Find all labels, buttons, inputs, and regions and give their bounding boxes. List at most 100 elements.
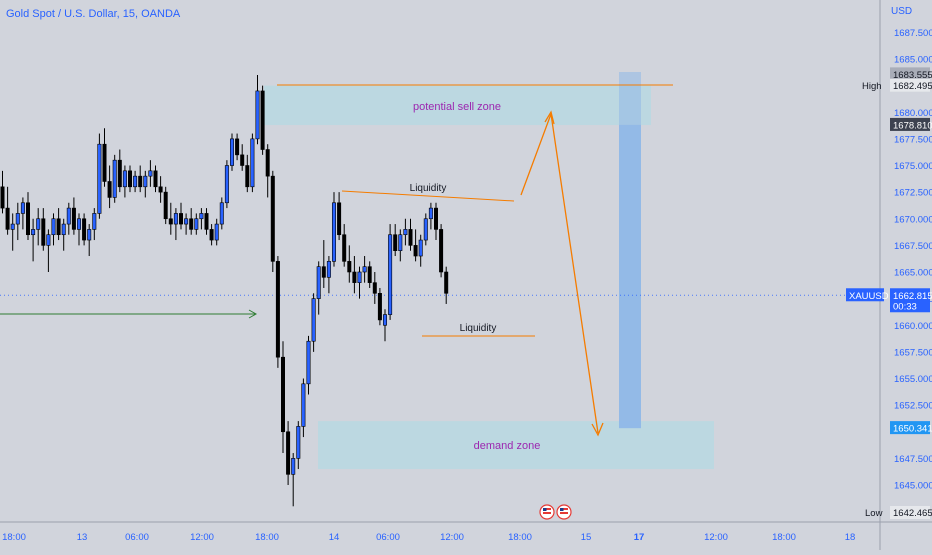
low-price-badge: 1642.465	[893, 508, 932, 519]
candle-body	[153, 170, 158, 188]
candle	[107, 165, 112, 209]
candle-body	[428, 207, 433, 220]
candle	[413, 229, 418, 262]
candle	[143, 170, 148, 198]
high-label: High	[862, 81, 882, 92]
candle-body	[301, 383, 306, 427]
candle	[5, 186, 10, 235]
x-tick-label: 14	[329, 532, 340, 543]
candle-body	[235, 138, 240, 156]
y-tick-label: 1645.000	[894, 481, 932, 492]
top-price-badge-bg	[890, 67, 930, 81]
y-tick-label: 1652.500	[894, 401, 932, 412]
candle	[117, 149, 122, 193]
candle-body	[357, 271, 362, 283]
event-flag-stripe	[560, 508, 568, 510]
candle-body	[270, 175, 275, 262]
candle	[316, 261, 321, 315]
candle-body	[179, 213, 184, 225]
candle	[128, 165, 133, 193]
candle-body	[403, 229, 408, 236]
x-tick-label: 18:00	[255, 532, 279, 543]
candle	[275, 256, 280, 368]
candle	[311, 293, 316, 352]
candle-body	[143, 175, 148, 188]
candle	[250, 133, 255, 193]
candle-body	[296, 426, 301, 459]
candle-body	[224, 165, 229, 204]
candle-body	[184, 218, 189, 225]
demand-zone-label: demand zone	[474, 440, 541, 452]
candle	[20, 197, 25, 230]
candle	[153, 165, 158, 193]
green-arrow-head	[248, 309, 258, 319]
demand-zone	[318, 421, 714, 470]
x-tick-label: 18:00	[508, 532, 532, 543]
candle-body	[138, 175, 143, 188]
candle-body	[66, 207, 71, 225]
candle-body	[275, 261, 280, 358]
candle-body	[367, 266, 372, 283]
candle	[240, 144, 245, 171]
liquidity-top-label: Liquidity	[410, 183, 447, 194]
event-flag-stripe	[543, 508, 551, 510]
candle	[382, 309, 387, 342]
candle-body	[25, 202, 30, 236]
candle-body	[148, 170, 153, 177]
candle	[189, 208, 194, 235]
y-tick-label: 1665.000	[894, 268, 932, 279]
candle-body	[372, 282, 377, 294]
candle	[337, 192, 342, 241]
candle	[423, 213, 428, 246]
candle	[260, 85, 265, 155]
candle-body	[265, 149, 270, 177]
candle-body	[0, 186, 5, 209]
x-tick-label: 18:00	[2, 532, 26, 543]
candle-body	[393, 234, 398, 252]
candle	[158, 176, 163, 203]
candle-body	[433, 207, 438, 230]
candle-body	[423, 218, 428, 241]
current-price-badge-bg	[890, 288, 930, 313]
high-price-badge-bg	[890, 78, 930, 92]
candle-body	[41, 218, 46, 246]
y-tick-label: 1672.500	[894, 188, 932, 199]
candle-body	[173, 213, 178, 225]
candle	[173, 208, 178, 241]
candle	[97, 133, 102, 219]
candle	[214, 218, 219, 246]
candle-body	[413, 245, 418, 257]
candle-body	[61, 223, 66, 236]
candle-body	[92, 213, 97, 230]
candle-body	[306, 340, 311, 385]
candle-body	[245, 165, 250, 188]
candle-body	[117, 159, 122, 188]
candle-body	[230, 138, 235, 166]
candle	[398, 229, 403, 262]
candle-body	[5, 207, 10, 230]
candle	[428, 202, 433, 230]
liquidity-bottom-label: Liquidity	[460, 323, 497, 334]
candle-body	[214, 223, 219, 241]
x-tick-label: 12:00	[190, 532, 214, 543]
y-tick-label: 1657.500	[894, 347, 932, 358]
candle-body	[133, 175, 138, 188]
low-price-badge-bg	[890, 506, 930, 519]
candle-body	[342, 234, 347, 262]
candle-body	[377, 292, 382, 321]
candle-body	[311, 298, 316, 342]
x-tick-label: 12:00	[440, 532, 464, 543]
candle-body	[240, 154, 245, 166]
candle	[204, 208, 209, 235]
demand-price-badge: 1650.341	[893, 424, 932, 435]
candle	[31, 218, 36, 262]
candle-body	[408, 229, 413, 246]
candle	[433, 202, 438, 241]
top-price-badge: 1683.555	[893, 70, 932, 81]
candle	[92, 208, 97, 241]
candle	[0, 170, 5, 214]
candle-body	[31, 229, 36, 236]
y-tick-label: 1687.500	[894, 28, 932, 39]
candle-body	[347, 261, 352, 273]
candle	[179, 202, 184, 230]
